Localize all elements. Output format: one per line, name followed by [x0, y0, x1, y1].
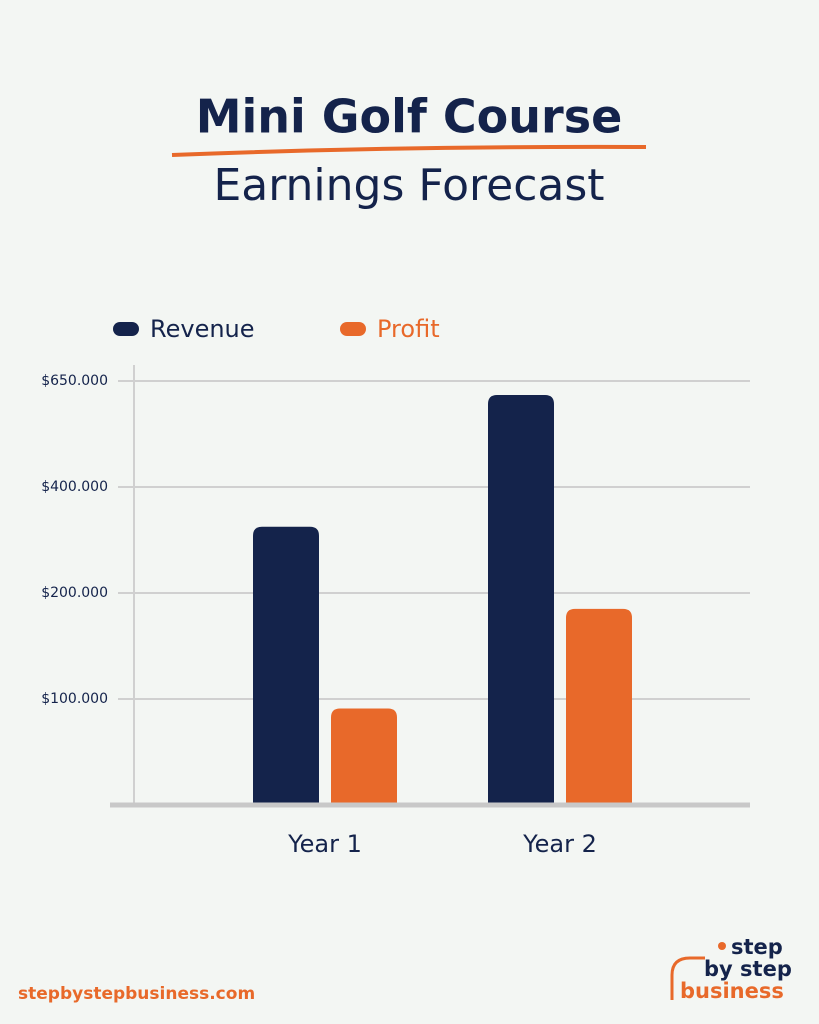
- legend-swatch: [113, 322, 139, 336]
- x-tick-label: Year 1: [287, 830, 362, 858]
- bar: [566, 608, 632, 805]
- logo-text: by step: [704, 957, 792, 981]
- logo-text: step: [731, 935, 783, 959]
- bar: [331, 708, 397, 805]
- logo-dot: [718, 942, 726, 950]
- chart-subtitle: Earnings Forecast: [213, 160, 604, 211]
- logo-text: business: [680, 979, 784, 1003]
- y-tick-label: $200.000: [41, 585, 108, 601]
- legend-swatch: [340, 322, 366, 336]
- legend-label: Revenue: [150, 315, 255, 343]
- logo-shape: [670, 956, 705, 1000]
- legend-label: Profit: [377, 315, 440, 343]
- x-tick-label: Year 2: [522, 830, 597, 858]
- bar: [253, 526, 319, 805]
- y-tick-label: $650.000: [41, 373, 108, 389]
- bar: [488, 394, 554, 805]
- y-tick-label: $100.000: [41, 691, 108, 707]
- title-underline: [171, 144, 647, 157]
- chart-title: Mini Golf Course: [196, 90, 623, 144]
- footer-url: stepbystepbusiness.com: [18, 984, 255, 1004]
- y-tick-label: $400.000: [41, 479, 108, 495]
